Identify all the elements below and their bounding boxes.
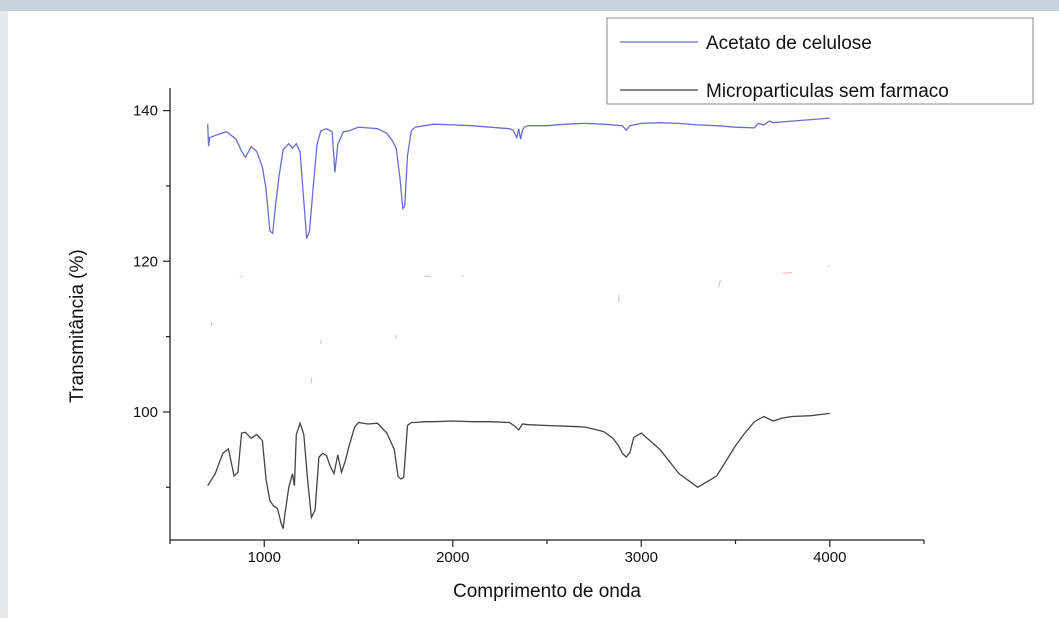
x-axis-title: Comprimento de onda xyxy=(453,581,641,602)
faint-mark xyxy=(718,279,721,288)
y-axis-ticks: 100 120 140 xyxy=(133,103,170,488)
faint-mark xyxy=(461,274,465,277)
faint-mark xyxy=(827,265,830,268)
y-tick-label: 120 xyxy=(133,253,158,270)
window-top-strip xyxy=(0,0,1059,11)
x-tick-label: 2000 xyxy=(436,549,469,566)
series-line-acetato xyxy=(207,117,830,239)
series-layer xyxy=(207,117,830,529)
x-tick-label: 1000 xyxy=(248,549,281,566)
y-tick-label: 140 xyxy=(133,103,158,120)
faint-mark xyxy=(782,272,793,274)
y-axis-title: Transmitância (%) xyxy=(67,249,88,402)
window-left-strip xyxy=(0,11,8,618)
legend-label-acetato: Acetato de celulose xyxy=(706,33,872,54)
legend: Acetato de celulose Microparticulas sem … xyxy=(606,17,1034,105)
x-tick-label: 4000 xyxy=(813,549,846,566)
faint-background-marks xyxy=(210,265,830,384)
x-tick-label: 3000 xyxy=(625,549,658,566)
x-axis-ticks: 1000 2000 3000 4000 xyxy=(169,540,925,566)
series-line-microparticulas xyxy=(207,412,830,529)
legend-label-microparticulas: Microparticulas sem farmaco xyxy=(706,81,949,102)
y-tick-label: 100 xyxy=(133,404,158,421)
